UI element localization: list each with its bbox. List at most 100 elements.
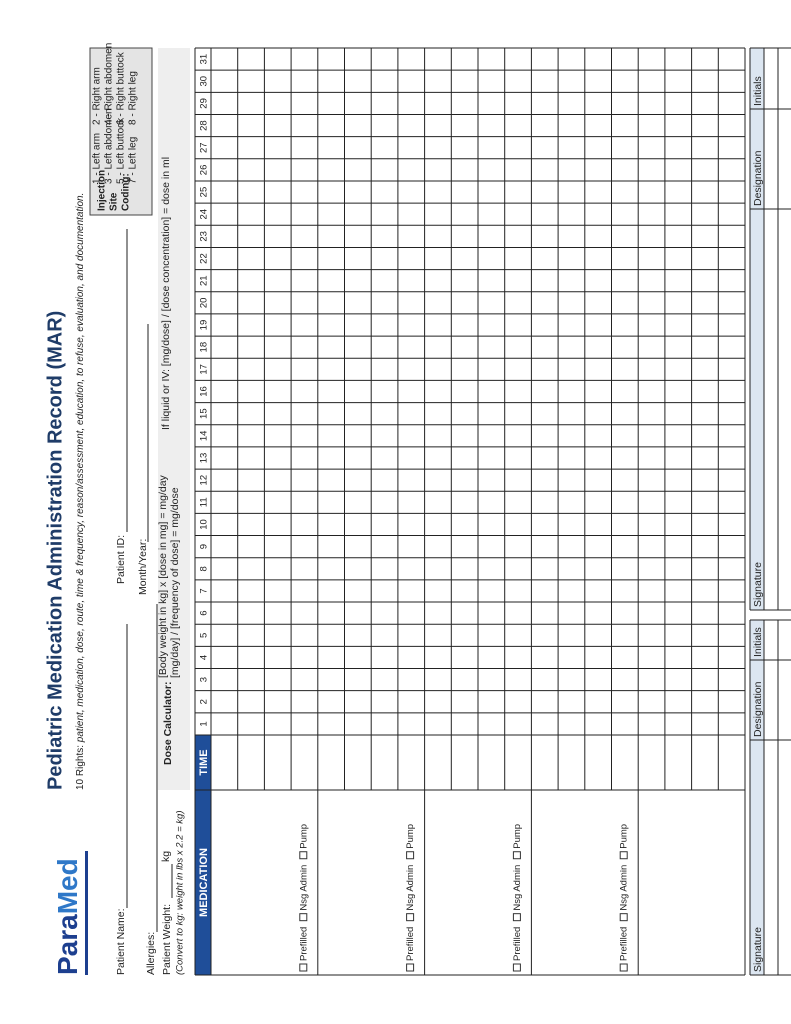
checkbox-label: Prefilled [298,927,309,961]
field-label: Patient ID: [115,535,127,584]
signature-header [750,48,764,610]
injection-code: 6 - Right buttock [116,51,127,125]
day-number: 15 [199,408,210,419]
day-number: 2 [199,699,210,704]
checkbox-label: Nsg Admin [405,865,416,911]
day-number: 7 [199,588,210,593]
checkbox-label: Prefilled [619,927,630,961]
injection-code: 5 - Left buttock [116,117,127,184]
day-number: 18 [199,342,210,353]
injection-label: Coding: [121,173,132,211]
dose-formula: [Body weight in kg] x [dose in mg] = mg/… [157,474,169,678]
signature-heading: Designation [752,150,764,206]
checkbox [299,963,308,972]
signature-header [750,620,764,975]
checkbox [299,913,308,922]
table-header-blue [195,735,211,975]
day-number: 26 [199,165,210,176]
checkbox [299,851,308,860]
day-number: 23 [199,231,210,242]
day-number: 30 [199,76,210,87]
injection-label: Injection [97,170,108,211]
signature-heading: Signature [752,562,764,607]
checkbox-label: Pump [512,824,523,849]
day-number: 9 [199,544,210,549]
day-number: 5 [199,633,210,638]
day-number: 27 [199,142,210,153]
day-number: 8 [199,566,210,571]
day-number: 6 [199,610,210,615]
field-note: (Convert to kg: weight in lbs x 2.2 = kg… [175,811,186,975]
checkbox [512,913,521,922]
logo-med: Med [52,858,83,914]
injection-code: 2 - Right arm [92,67,103,125]
day-number: 12 [199,475,210,486]
day-number: 25 [199,187,210,198]
day-number: 24 [199,209,210,220]
checkbox [406,913,415,922]
checkbox [512,963,521,972]
checkbox-label: Prefilled [512,927,523,961]
checkbox-label: Pump [298,824,309,849]
day-number: 17 [199,364,210,375]
field-label: Allergies: [145,932,157,975]
day-number: 11 [199,497,210,507]
subtitle-lead: 10 Rights: [75,745,86,790]
subtitle: 10 Rights: patient, medication, dose, ro… [75,193,86,790]
logo: ParaMed [52,858,83,975]
signature-heading: Signature [752,927,764,972]
field-label: Patient Weight: [161,904,173,975]
injection-code: 3 - Left abdomen [104,108,115,184]
header-medication: MEDICATION [198,848,210,917]
checkbox [619,851,628,860]
day-number: 29 [199,98,210,109]
day-number: 28 [199,120,210,131]
day-number: 19 [199,320,210,331]
checkbox [619,913,628,922]
dose-liquid: If liquid or IV: [mg/dose] / [dose conce… [160,157,172,430]
injection-code: 8 - Right leg [128,71,139,125]
signature-heading: Initials [752,76,764,106]
day-number: 3 [199,677,210,682]
day-number: 10 [199,519,210,530]
dose-label: Dose Calculator: [162,682,174,765]
dose-formula: [mg/day] / [frequency of dose] = mg/dose [169,487,181,678]
logo-underline [85,851,88,975]
injection-code: 7 - Left leg [128,137,139,184]
injection-code: 1 - Left arm [92,133,103,184]
checkbox [406,963,415,972]
calc-band [158,48,190,790]
checkbox-label: Nsg Admin [512,865,523,911]
day-number: 4 [199,655,210,660]
logo-para: Para [52,914,83,975]
checkbox-label: Pump [619,824,630,849]
checkbox [619,963,628,972]
checkbox-label: Pump [405,824,416,849]
day-number: 21 [199,275,210,286]
injection-box [89,47,153,216]
day-number: 20 [199,298,210,309]
title: Pediatric Medication Administration Reco… [44,311,66,790]
day-number: 1 [199,721,210,726]
day-number: 22 [199,253,210,264]
checkbox-label: Prefilled [405,927,416,961]
header-time: TIME [198,749,210,775]
field-label: Patient Name: [115,908,127,975]
day-number: 31 [199,54,210,65]
injection-label: Site [109,192,120,211]
checkbox-label: Nsg Admin [298,865,309,911]
day-number: 13 [199,453,210,464]
field-unit: kg [160,851,172,862]
field-label: Month/Year: [137,539,149,595]
checkbox-label: Nsg Admin [619,865,630,911]
subtitle-text: patient, medication, dose, route, time &… [75,193,86,744]
checkbox [512,851,521,860]
checkbox [406,851,415,860]
signature-heading: Initials [752,627,764,657]
injection-code: 4 - Right abdomen [104,43,115,125]
day-number: 14 [199,431,210,442]
day-number: 16 [199,386,210,397]
